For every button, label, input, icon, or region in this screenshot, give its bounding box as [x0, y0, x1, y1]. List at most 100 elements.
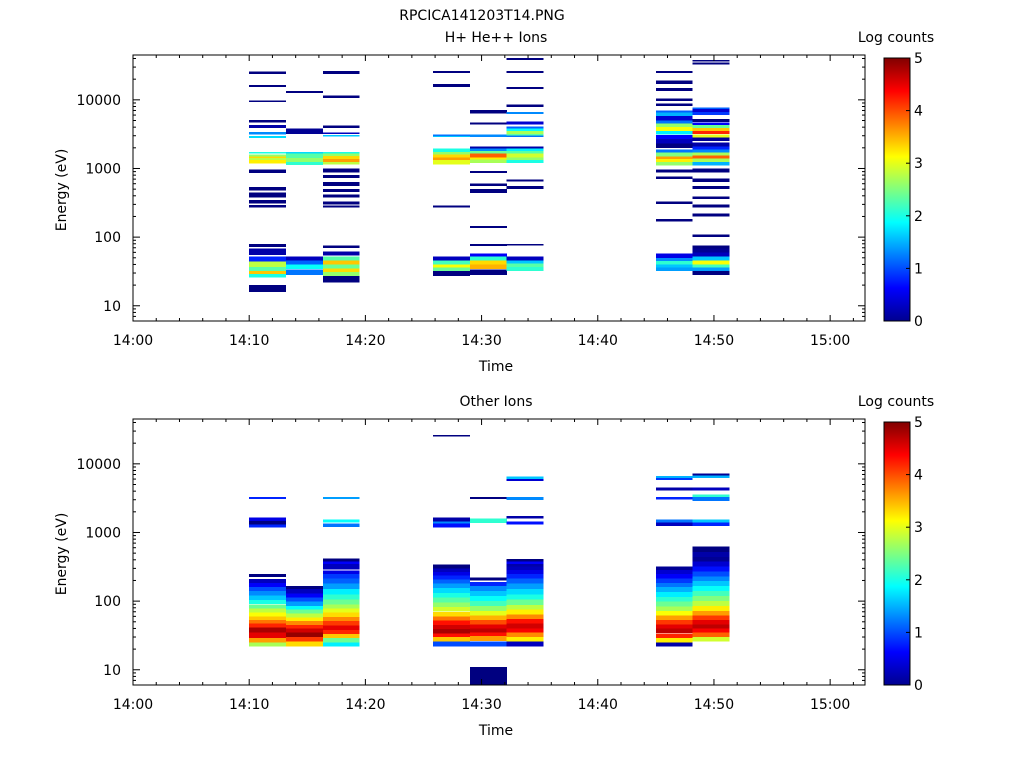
- heatmap-cell: [655, 156, 693, 159]
- heatmap-cell: [692, 109, 730, 112]
- heatmap-cell: [433, 134, 470, 137]
- heatmap-cell: [692, 137, 730, 142]
- x-tick-label: 14:30: [461, 333, 501, 349]
- heatmap-cell: [470, 610, 507, 616]
- heatmap-cell: [286, 151, 323, 154]
- heatmap-cell: [655, 161, 693, 166]
- heatmap-cell: [286, 90, 323, 94]
- heatmap-cell: [249, 132, 286, 135]
- heatmap-cell: [322, 573, 360, 579]
- heatmap-cell: [286, 597, 323, 602]
- heatmap-cell: [322, 264, 360, 269]
- x-tick-label: 14:40: [578, 697, 618, 713]
- heatmap-cell: [692, 624, 730, 629]
- heatmap-cell: [506, 57, 544, 61]
- heatmap-cell: [249, 186, 286, 191]
- heatmap-cell: [506, 609, 544, 615]
- heatmap-cell: [506, 263, 544, 267]
- heatmap-cell: [322, 153, 360, 156]
- heatmap-cell: [655, 123, 693, 128]
- heatmap-cell: [655, 152, 693, 157]
- heatmap-cell: [249, 573, 286, 577]
- heatmap-cell: [655, 587, 693, 593]
- heatmap-cell: [655, 201, 693, 204]
- heatmap-cell: [322, 256, 360, 261]
- heatmap-cell: [692, 591, 730, 597]
- heatmap-cell: [692, 596, 730, 602]
- heatmap-cell: [506, 148, 544, 151]
- heatmap-cell: [692, 149, 730, 153]
- heatmap-cell: [692, 62, 730, 65]
- heatmap-cell: [322, 625, 360, 630]
- heatmap-cells: [249, 57, 730, 292]
- heatmap-cell: [692, 134, 730, 138]
- colorbar-gradient: [883, 421, 911, 686]
- heatmap-cell: [322, 205, 360, 208]
- heatmap-cell: [286, 260, 323, 265]
- heatmap-cell: [506, 128, 544, 132]
- heatmap-cell: [433, 523, 470, 528]
- heatmap-cell: [322, 132, 360, 135]
- colorbar-tick-label: 4: [914, 468, 923, 484]
- heatmap-cell: [655, 158, 693, 162]
- heatmap-cell: [506, 70, 544, 74]
- heatmap-cell: [322, 558, 360, 562]
- heatmap-cell: [470, 122, 507, 125]
- heatmap-cell: [692, 245, 730, 249]
- heatmap-cell: [249, 125, 286, 128]
- y-tick-label: 10: [103, 299, 121, 315]
- x-tick-label: 14:00: [113, 333, 153, 349]
- heatmap-cell: [506, 131, 544, 134]
- heatmap-cell: [249, 199, 286, 204]
- heatmap-cell: [249, 100, 286, 102]
- heatmap-cell: [470, 253, 507, 257]
- heatmap-cell: [655, 138, 693, 144]
- heatmap-cell: [322, 168, 360, 173]
- heatmap-cell: [286, 624, 323, 629]
- heatmap-cell: [506, 496, 544, 501]
- heatmap-cell: [655, 218, 693, 222]
- heatmap-cell: [506, 589, 544, 595]
- heatmap-cell: [692, 487, 730, 491]
- heatmap-cell: [249, 632, 286, 638]
- heatmap-cell: [322, 260, 360, 265]
- heatmap-cell: [506, 260, 544, 264]
- heatmap-cell: [655, 149, 693, 153]
- heatmap-cell: [655, 257, 693, 261]
- heatmap-cell: [692, 620, 730, 625]
- heatmap-cell: [433, 151, 470, 155]
- heatmap-cell: [433, 592, 470, 598]
- heatmap-cell: [322, 189, 360, 193]
- heatmap-cell: [433, 624, 470, 630]
- heatmap-cell: [506, 126, 544, 129]
- heatmap-cell: [692, 615, 730, 621]
- heatmap-cell: [249, 71, 286, 74]
- heatmap-cell: [433, 629, 470, 634]
- heatmap-cell: [433, 641, 470, 647]
- heatmap-cell: [506, 133, 544, 136]
- heatmap-cell: [433, 517, 470, 522]
- heatmap-cell: [433, 637, 470, 642]
- heatmap-cell: [506, 515, 544, 519]
- heatmap-cell: [286, 632, 323, 637]
- colorbar-tick-label: 0: [914, 314, 923, 330]
- heatmap-cell: [692, 158, 730, 162]
- heatmap-cell: [249, 496, 286, 500]
- x-axis-label: Time: [478, 723, 513, 739]
- panel-h-he-ions: H+ He++ Ions 14:00 14:10 14:20 14:30 14:40 14…: [54, 30, 934, 375]
- heatmap-cell: [506, 111, 544, 115]
- heatmap-cell: [692, 234, 730, 238]
- x-tick-label: 14:50: [694, 697, 734, 713]
- plot-frame: [132, 418, 866, 686]
- heatmap-cell: [655, 638, 693, 643]
- y-tick-label: 10: [103, 663, 121, 679]
- heatmap-cell: [249, 579, 286, 583]
- heatmap-cell: [655, 267, 693, 272]
- heatmap-cell: [506, 121, 544, 125]
- heatmap-cell: [470, 596, 507, 602]
- heatmap-cell: [692, 248, 730, 253]
- heatmap-cell: [692, 196, 730, 199]
- heatmap-cell: [655, 103, 693, 106]
- heatmap-cell: [249, 604, 286, 609]
